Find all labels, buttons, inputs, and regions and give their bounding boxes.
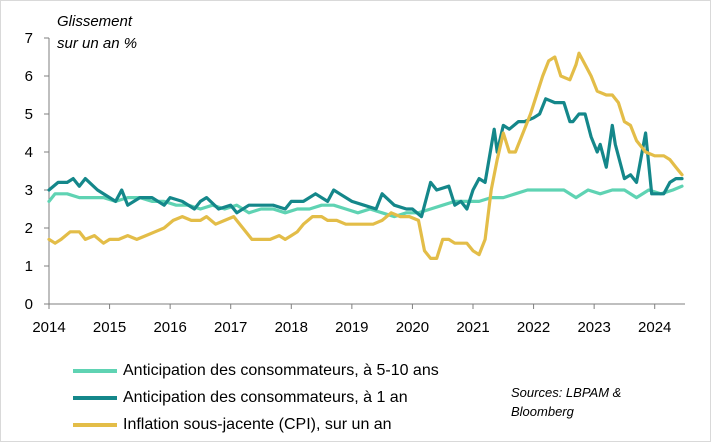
legend-swatch-5-10-ans (73, 368, 117, 373)
y-tick-label: 6 (25, 68, 33, 85)
x-tick-label: 2023 (577, 319, 610, 336)
legend-item-1-an: Anticipation des consommateurs, à 1 an (73, 384, 439, 411)
y-tick-label: 4 (25, 144, 33, 161)
x-tick-label: 2017 (214, 319, 247, 336)
legend-label-5-10-ans: Anticipation des consommateurs, à 5-10 a… (123, 361, 439, 379)
legend-swatch-1-an (73, 395, 117, 400)
x-tick-label: 2019 (335, 319, 368, 336)
x-tick-label: 2016 (153, 319, 186, 336)
y-tick-label: 3 (25, 182, 33, 199)
x-tick-label: 2021 (456, 319, 489, 336)
source-line-2: Bloomberg (511, 404, 574, 419)
y-tick-label: 2 (25, 220, 33, 237)
y-tick-label: 0 (25, 296, 33, 313)
series-line-1 (47, 97, 684, 219)
legend-label-cpi: Inflation sous-jacente (CPI), sur un an (123, 415, 392, 433)
x-tick-label: 2015 (93, 319, 126, 336)
x-tick-label: 2018 (275, 319, 308, 336)
x-tick-label: 2020 (396, 319, 429, 336)
series-line-0 (47, 184, 684, 219)
legend-swatch-cpi (73, 422, 117, 427)
legend-item-5-10-ans: Anticipation des consommateurs, à 5-10 a… (73, 357, 439, 384)
legend: Anticipation des consommateurs, à 5-10 a… (73, 357, 439, 438)
source-note: Sources: LBPAM & Bloomberg (511, 383, 621, 421)
x-tick-label: 2014 (32, 319, 65, 336)
x-tick-label: 2024 (638, 319, 671, 336)
y-tick-label: 7 (25, 30, 33, 47)
y-axis-label-line-1: Glissement (57, 13, 133, 30)
legend-item-cpi: Inflation sous-jacente (CPI), sur un an (73, 411, 439, 438)
y-tick-label: 1 (25, 258, 33, 275)
y-axis-label: Glissement sur un an % (57, 11, 137, 55)
y-tick-label: 5 (25, 106, 33, 123)
series-line-2 (47, 51, 684, 260)
x-tick-label: 2022 (517, 319, 550, 336)
source-line-1: Sources: LBPAM & (511, 385, 622, 400)
y-axis-label-line-2: sur un an % (57, 35, 138, 52)
legend-label-1-an: Anticipation des consommateurs, à 1 an (123, 388, 408, 406)
